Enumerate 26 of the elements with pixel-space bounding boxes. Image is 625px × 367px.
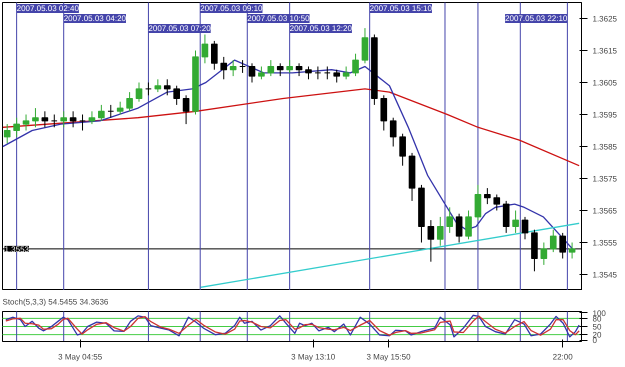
ref-line-label: 2007.05.03 12:20 bbox=[290, 24, 352, 33]
y-tick-label: 100 bbox=[592, 308, 606, 318]
x-tick-label: 22:00 bbox=[552, 352, 574, 362]
y-tick-label: 1.3595 bbox=[592, 110, 618, 120]
y-tick-label: 0 bbox=[592, 336, 598, 346]
y-tick-label: 1.3625 bbox=[592, 14, 618, 24]
ref-line-label: 1.3553 bbox=[4, 244, 30, 254]
ref-line-label: 2007.05.03 15:10 bbox=[370, 4, 433, 13]
y-tick-label: 1.3585 bbox=[592, 142, 618, 152]
x-tick-label: 3 May 04:55 bbox=[58, 352, 103, 362]
ref-line-label: 2007.05.03 10:50 bbox=[247, 14, 310, 23]
y-tick-label: 1.3605 bbox=[592, 78, 618, 88]
ref-line-label: 2007.05.03 09:10 bbox=[200, 4, 264, 13]
y-tick-label: 1.3555 bbox=[592, 238, 618, 248]
y-tick-label: 1.3545 bbox=[592, 270, 618, 280]
ref-line-label: 2007.05.03 04:20 bbox=[64, 14, 127, 23]
chart-title: Stoch(5,3,3) 54.5455 34.3636 bbox=[2, 298, 109, 306]
y-tick-label: 1.3575 bbox=[592, 174, 618, 184]
x-tick-label: 3 May 13:10 bbox=[291, 352, 336, 362]
y-tick-label: 50 bbox=[592, 322, 602, 332]
ref-line-label: 2007.05.03 02:40 bbox=[16, 4, 80, 13]
ref-line-label: 2007.05.03 22:10 bbox=[505, 14, 568, 23]
ref-line-label: 2007.05.03 07:20 bbox=[148, 24, 212, 33]
y-tick-label: 1.3615 bbox=[592, 46, 618, 56]
y-tick-label: 1.3565 bbox=[592, 206, 618, 216]
x-tick-label: 3 May 15:50 bbox=[366, 352, 412, 362]
